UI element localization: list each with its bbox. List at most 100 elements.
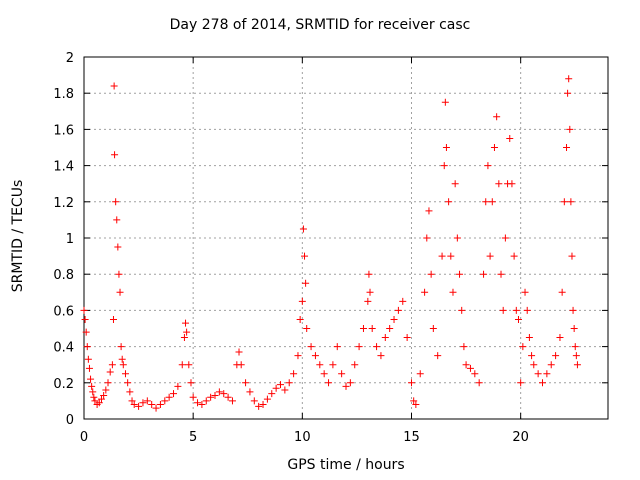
data-point xyxy=(451,180,459,188)
data-point xyxy=(560,198,568,206)
data-point xyxy=(108,361,116,369)
data-point xyxy=(508,180,516,188)
data-point xyxy=(87,375,95,383)
data-point xyxy=(456,270,464,278)
data-point xyxy=(408,379,415,387)
data-point xyxy=(263,395,271,403)
data-point xyxy=(510,252,518,260)
data-point xyxy=(97,395,105,403)
data-point xyxy=(250,397,258,405)
data-point xyxy=(403,334,411,342)
data-point xyxy=(311,352,319,360)
data-point xyxy=(259,401,267,409)
data-point xyxy=(568,252,576,260)
data-point xyxy=(453,234,461,242)
data-point xyxy=(425,207,433,215)
data-point xyxy=(377,352,385,360)
data-point xyxy=(290,370,298,378)
data-point xyxy=(342,382,350,390)
data-point xyxy=(301,252,309,260)
data-point xyxy=(460,343,468,351)
x-tick-label: 5 xyxy=(189,430,197,445)
data-point xyxy=(329,361,337,369)
data-point xyxy=(466,364,474,372)
x-tick-label: 0 xyxy=(80,430,88,445)
data-point xyxy=(82,328,90,336)
data-point xyxy=(346,379,354,387)
data-point xyxy=(85,364,93,372)
data-point xyxy=(482,198,490,206)
data-point xyxy=(102,386,110,394)
data-point xyxy=(523,306,531,314)
data-point xyxy=(268,390,276,398)
data-point xyxy=(434,352,442,360)
data-point xyxy=(429,325,437,332)
data-point xyxy=(211,391,219,399)
y-tick-label: 2 xyxy=(66,51,74,66)
data-point xyxy=(539,379,546,387)
x-tick-label: 20 xyxy=(512,430,529,445)
y-tick-label: 0.6 xyxy=(53,304,74,319)
data-point xyxy=(143,397,151,405)
data-point xyxy=(126,388,134,396)
data-point xyxy=(95,399,103,407)
data-point xyxy=(569,306,577,314)
data-point xyxy=(91,397,99,405)
data-point xyxy=(458,306,466,314)
data-point xyxy=(558,288,566,296)
data-point xyxy=(449,288,457,296)
data-point xyxy=(394,306,402,314)
data-point xyxy=(351,361,359,369)
data-point xyxy=(410,397,418,405)
data-point xyxy=(294,352,302,360)
data-point xyxy=(447,252,455,260)
data-point xyxy=(475,379,483,387)
data-point xyxy=(90,393,98,401)
data-point xyxy=(182,319,190,327)
data-point xyxy=(525,334,533,342)
data-point xyxy=(148,401,156,409)
data-point xyxy=(202,397,210,405)
data-point xyxy=(165,393,173,401)
data-point xyxy=(438,252,446,260)
data-point xyxy=(180,334,188,342)
data-point xyxy=(412,401,420,409)
y-tick-label: 1.2 xyxy=(53,196,74,211)
data-point xyxy=(121,370,129,378)
data-point xyxy=(112,198,120,206)
data-point xyxy=(185,361,193,369)
data-point xyxy=(83,343,91,351)
data-point xyxy=(573,361,581,369)
data-point xyxy=(110,82,118,90)
data-point xyxy=(111,151,119,159)
data-point xyxy=(543,370,551,378)
data-point xyxy=(161,397,169,405)
data-point xyxy=(570,325,578,332)
data-point xyxy=(519,343,527,351)
data-point xyxy=(194,399,202,407)
data-point xyxy=(381,334,389,342)
data-point xyxy=(563,144,571,151)
data-point xyxy=(113,216,121,224)
data-point xyxy=(512,306,520,314)
data-point xyxy=(116,288,124,296)
y-tick-label: 0.4 xyxy=(53,341,74,356)
data-point xyxy=(178,361,186,369)
data-point xyxy=(488,198,496,206)
x-axis-label: GPS time / hours xyxy=(287,457,405,473)
data-point xyxy=(100,391,108,399)
data-point xyxy=(471,370,479,378)
data-point xyxy=(198,401,206,409)
data-point xyxy=(81,315,89,323)
data-point xyxy=(88,382,96,390)
data-point xyxy=(237,361,245,369)
data-point xyxy=(416,370,424,378)
data-point xyxy=(365,270,373,278)
data-point xyxy=(320,370,328,378)
data-point xyxy=(119,361,127,369)
data-point xyxy=(517,379,525,387)
data-point xyxy=(359,325,367,332)
data-point xyxy=(118,355,126,363)
data-point xyxy=(106,368,114,376)
